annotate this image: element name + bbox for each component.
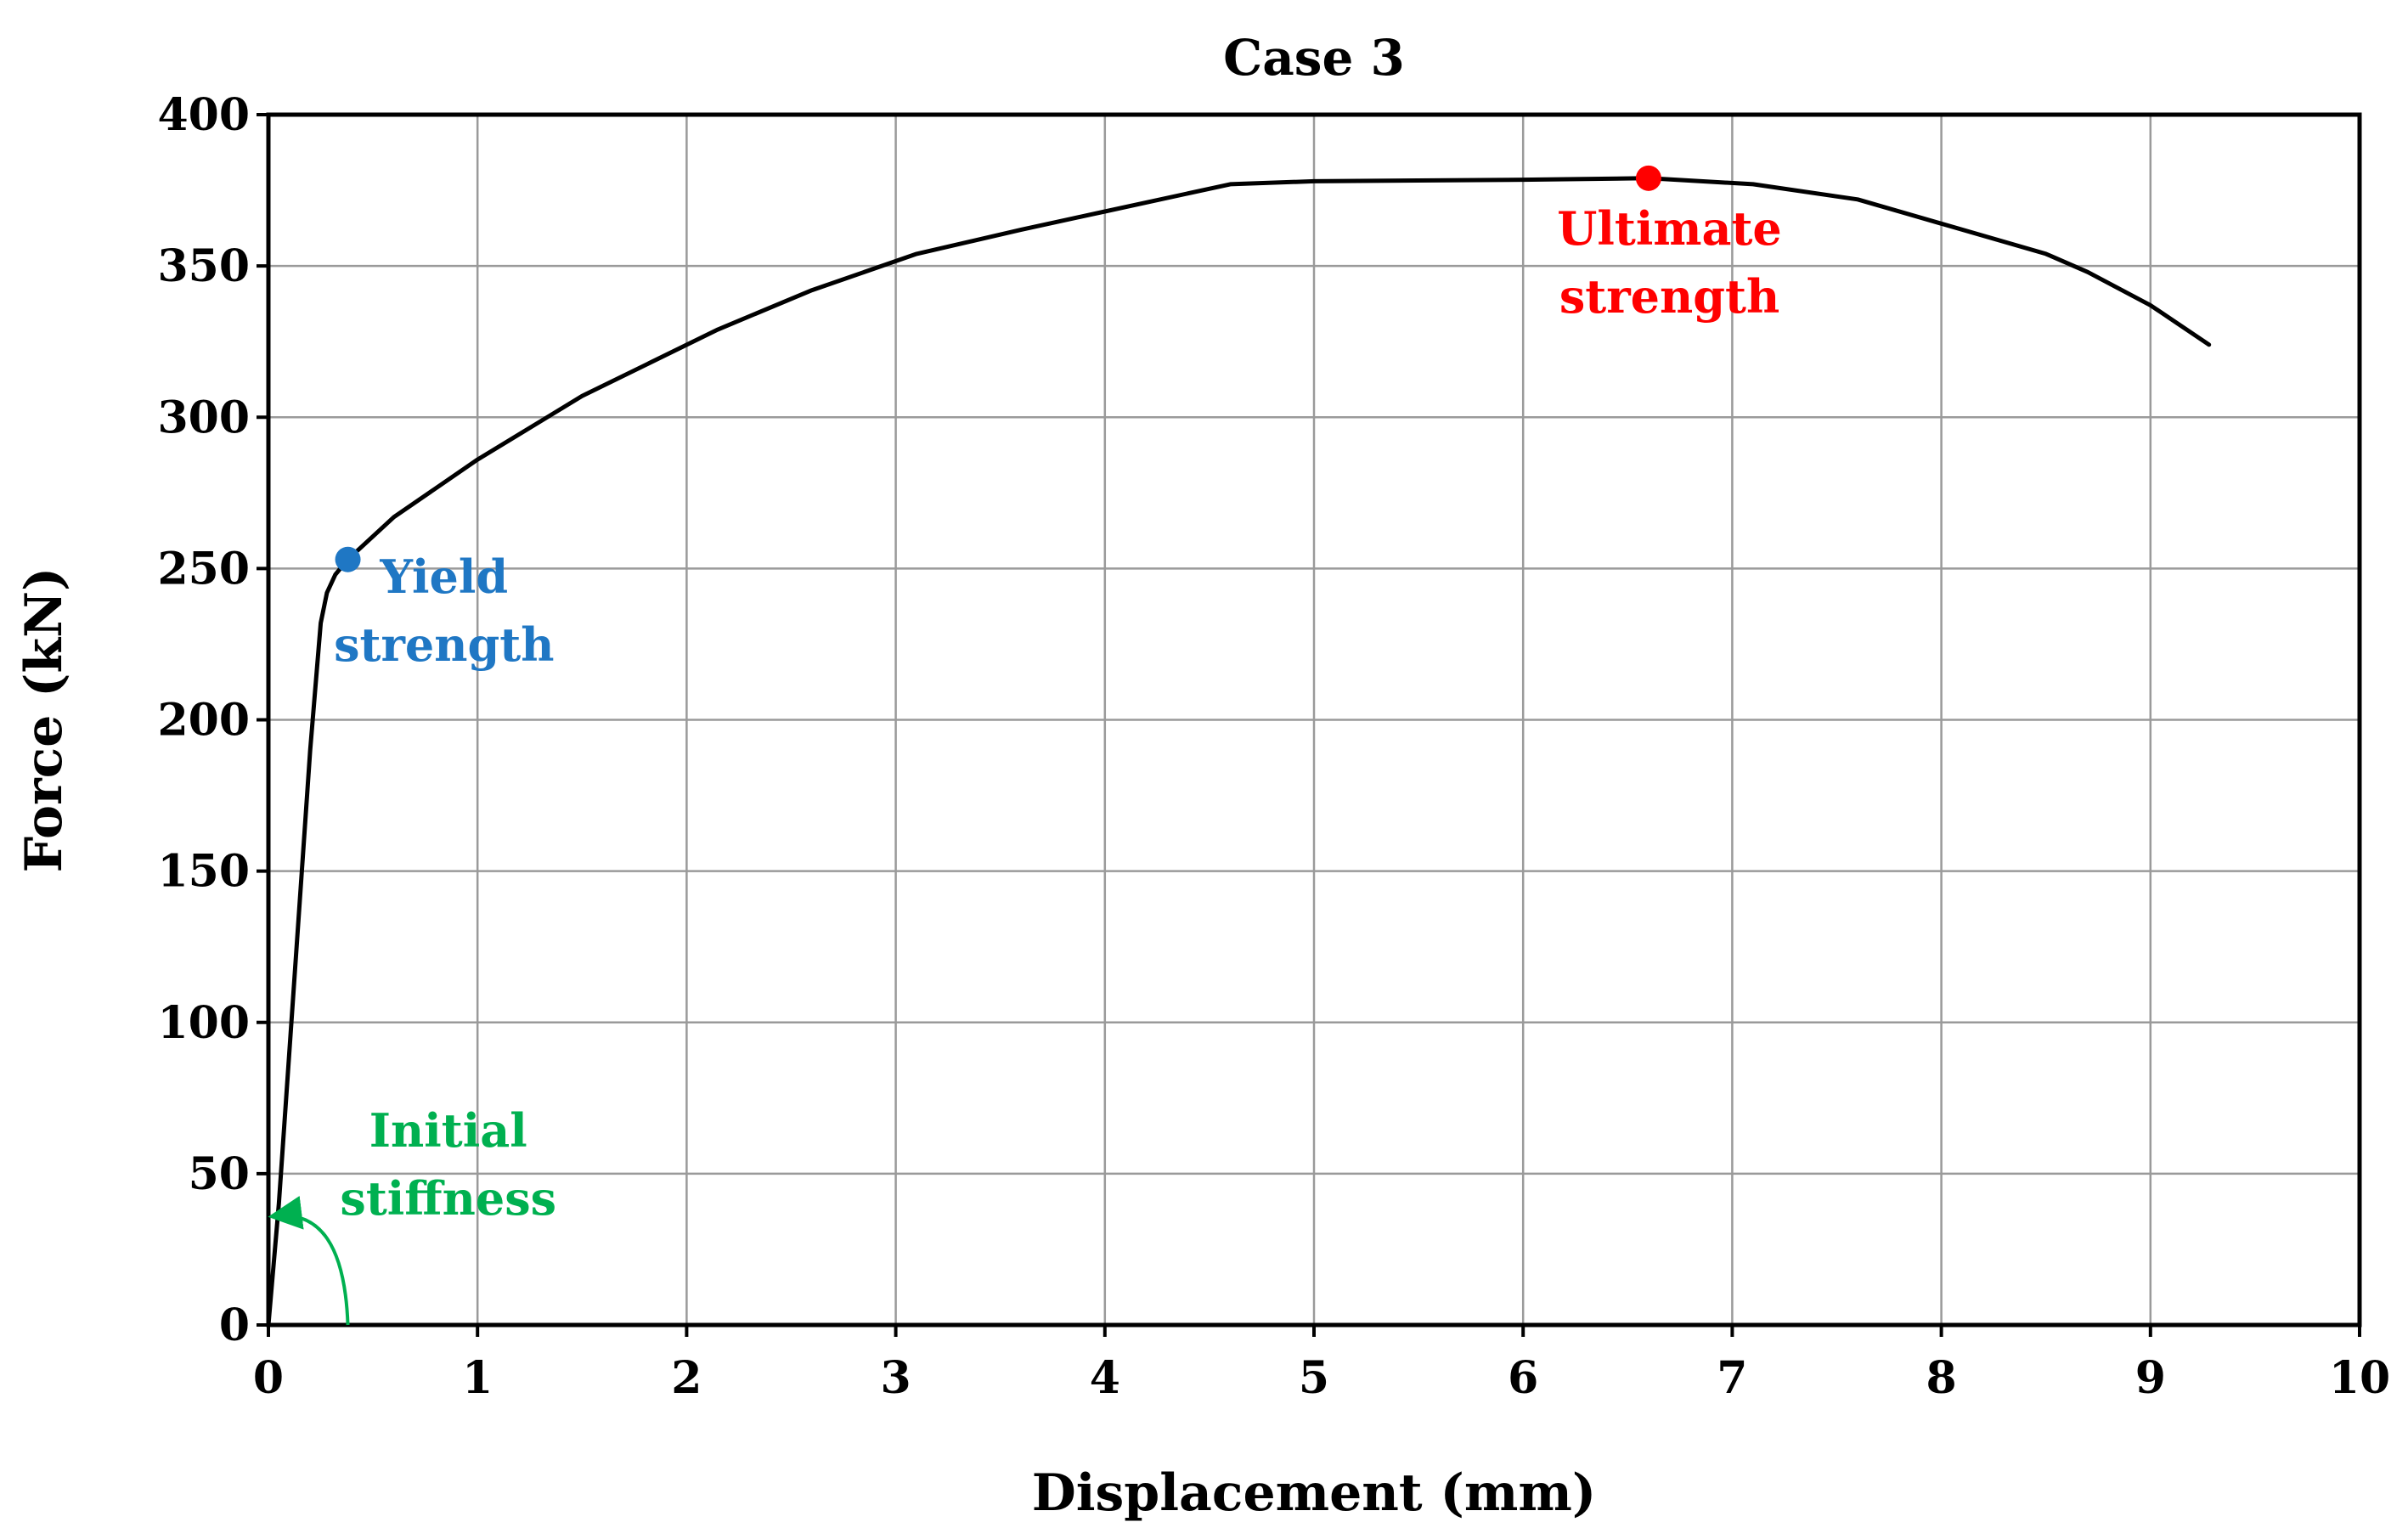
y-tick-label: 100 (157, 997, 250, 1049)
annotation-yield-strength: Yield strength (334, 550, 554, 672)
annotation-line: stiffness (340, 1171, 556, 1226)
annotation-line: Ultimate (1557, 201, 1782, 256)
annotation-line: strength (1559, 269, 1779, 324)
initial-stiffness-arrow (268, 1196, 350, 1326)
y-tick-label: 150 (157, 846, 250, 898)
chart-title: Case 3 (1223, 29, 1405, 87)
x-tick-label: 5 (1299, 1352, 1329, 1404)
y-tick-label: 300 (157, 392, 250, 443)
y-tick-label: 0 (219, 1299, 250, 1351)
data-point-yield-strength (335, 546, 361, 572)
annotation-line: Initial (369, 1103, 527, 1158)
x-tick-label: 8 (1926, 1352, 1957, 1404)
x-axis-title: Displacement (mm) (1032, 1463, 1597, 1523)
y-tick-label: 200 (157, 695, 250, 747)
series-layer (266, 165, 2212, 1328)
x-tick-label: 3 (881, 1352, 911, 1404)
annotation-initial-stiffness: Initial stiffness (340, 1103, 556, 1226)
annotation-line: Yield (379, 550, 508, 604)
x-tick-label: 7 (1717, 1352, 1747, 1404)
y-tick-label: 350 (157, 240, 250, 292)
y-tick-label: 250 (157, 543, 250, 595)
grid (268, 115, 2360, 1325)
annotations: Yield strength Ultimate strength Initial stif… (268, 201, 1782, 1326)
x-tick-label: 10 (2329, 1352, 2390, 1404)
x-tick-label: 1 (462, 1352, 493, 1404)
annotation-line: strength (334, 617, 554, 672)
x-tick-label: 0 (253, 1352, 284, 1404)
y-tick-label: 50 (189, 1148, 250, 1200)
y-tick-label: 400 (157, 89, 250, 141)
x-tick-label: 2 (671, 1352, 702, 1404)
x-tick-label: 4 (1090, 1352, 1120, 1404)
data-point-ultimate-strength (1635, 165, 1661, 191)
y-axis-title: Force (kN) (14, 567, 74, 873)
x-tick-label: 9 (2135, 1352, 2166, 1404)
annotation-ultimate-strength: Ultimate strength (1557, 201, 1782, 324)
series-line (266, 176, 2212, 1328)
x-tick-label: 6 (1508, 1352, 1538, 1404)
